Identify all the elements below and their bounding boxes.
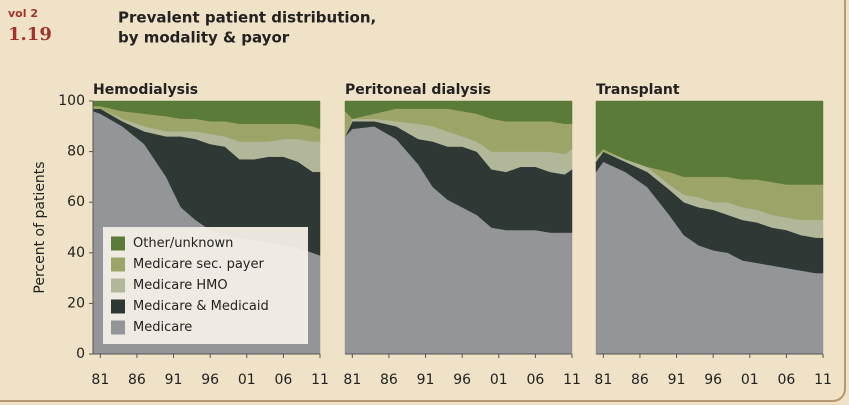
x-tick-label: 01: [238, 372, 256, 388]
x-tick-label: 96: [704, 372, 722, 388]
y-tick-label: 0: [76, 346, 85, 362]
title-line: Prevalent patient distribution,: [118, 9, 376, 27]
legend-box: [103, 227, 308, 344]
y-tick-label: 20: [67, 295, 85, 311]
x-tick-label: 91: [165, 372, 183, 388]
y-tick-label: 60: [67, 194, 85, 210]
x-tick-label: 06: [777, 372, 795, 388]
legend-label: Medicare sec. payer: [133, 257, 264, 272]
x-tick-label: 86: [128, 372, 146, 388]
legend-label: Medicare: [133, 320, 192, 335]
x-tick-label: 81: [594, 372, 612, 388]
x-tick-label: 86: [631, 372, 649, 388]
x-tick-label: 11: [563, 372, 581, 388]
x-tick-label: 91: [668, 372, 686, 388]
x-tick-label: 11: [814, 372, 832, 388]
legend-swatch: [111, 278, 125, 293]
x-tick-label: 06: [526, 372, 544, 388]
legend-swatch: [111, 257, 125, 272]
legend-swatch: [111, 299, 125, 314]
y-tick-label: 100: [58, 93, 85, 109]
x-tick-label: 96: [453, 372, 471, 388]
volume-label: vol 2: [8, 7, 38, 20]
x-tick-label: 96: [201, 372, 219, 388]
x-tick-label: 06: [274, 372, 292, 388]
x-tick-label: 11: [311, 372, 329, 388]
area: [92, 100, 321, 130]
legend-swatch: [111, 320, 125, 335]
y-tick-label: 40: [67, 245, 85, 261]
legend-swatch: [111, 236, 125, 251]
x-tick-label: 86: [380, 372, 398, 388]
title-line: by modality & payor: [118, 29, 290, 47]
panel-title: Peritoneal dialysis: [345, 82, 491, 98]
legend-label: Medicare HMO: [133, 278, 228, 293]
y-tick-label: 80: [67, 144, 85, 160]
area: [344, 100, 573, 125]
legend-label: Other/unknown: [133, 236, 233, 251]
x-tick-label: 91: [417, 372, 435, 388]
figure-number: 1.19: [8, 24, 52, 45]
x-tick-label: 81: [91, 372, 109, 388]
legend-label: Medicare & Medicaid: [133, 299, 269, 314]
x-tick-label: 01: [741, 372, 759, 388]
panel-title: Hemodialysis: [93, 82, 198, 98]
x-tick-label: 01: [490, 372, 508, 388]
panel-title: Transplant: [596, 82, 680, 98]
area: [595, 100, 824, 185]
y-axis-label: Percent of patients: [32, 161, 48, 293]
x-tick-label: 81: [343, 372, 361, 388]
